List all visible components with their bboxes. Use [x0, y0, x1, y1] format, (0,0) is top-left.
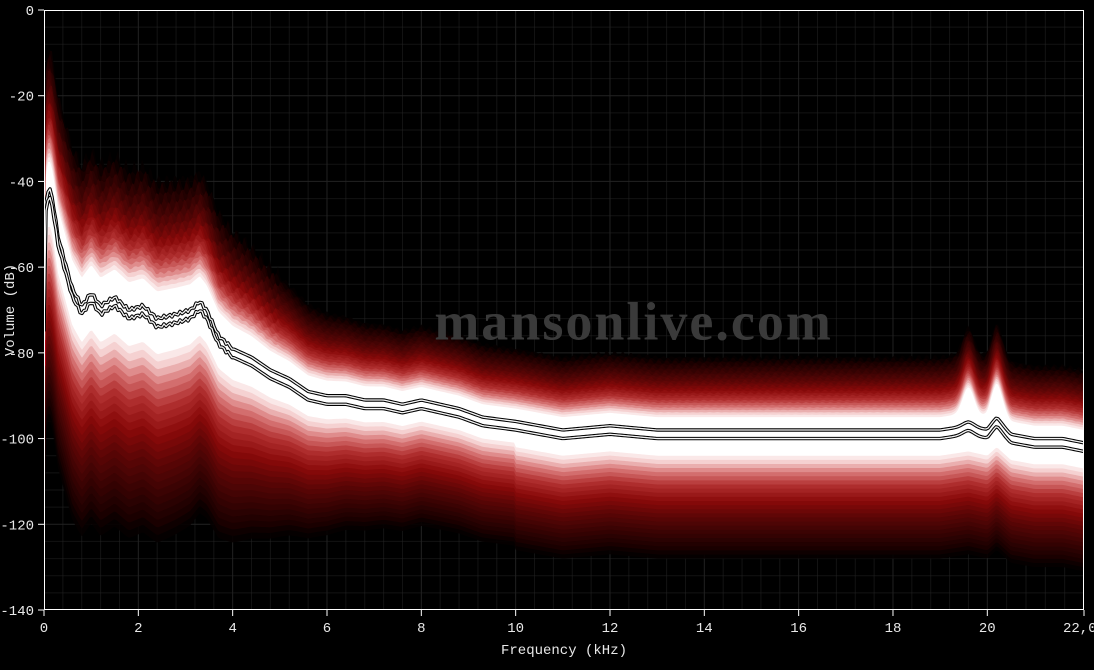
x-tick-label: 6 — [323, 621, 331, 637]
y-tick-label: -20 — [9, 90, 34, 106]
y-tick-label: -40 — [9, 175, 34, 191]
spectrum-chart: mansonlive.com 0 2 4 6 8 10 12 14 16 18 20 22,05 0 -20… — [0, 0, 1094, 670]
y-axis-label: Volume (dB) — [3, 264, 19, 356]
x-tick-label: 12 — [602, 621, 619, 637]
x-tick-label: 20 — [979, 621, 996, 637]
x-tick-label: 2 — [134, 621, 142, 637]
x-tick-label: 8 — [417, 621, 425, 637]
x-tick-label: 16 — [790, 621, 807, 637]
y-tick-label: -140 — [0, 604, 34, 620]
x-tick-label: 22,05 — [1063, 621, 1094, 637]
x-tick-label: 4 — [228, 621, 236, 637]
y-tick-label: -100 — [0, 433, 34, 449]
watermark-text: mansonlive.com — [434, 292, 833, 352]
x-axis-label: Frequency (kHz) — [501, 643, 627, 659]
x-tick-label: 14 — [696, 621, 713, 637]
y-tick-label: -120 — [0, 518, 34, 534]
x-tick-label: 18 — [885, 621, 902, 637]
x-tick-label: 0 — [40, 621, 48, 637]
y-tick-label: 0 — [26, 4, 34, 20]
x-tick-label: 10 — [507, 621, 524, 637]
